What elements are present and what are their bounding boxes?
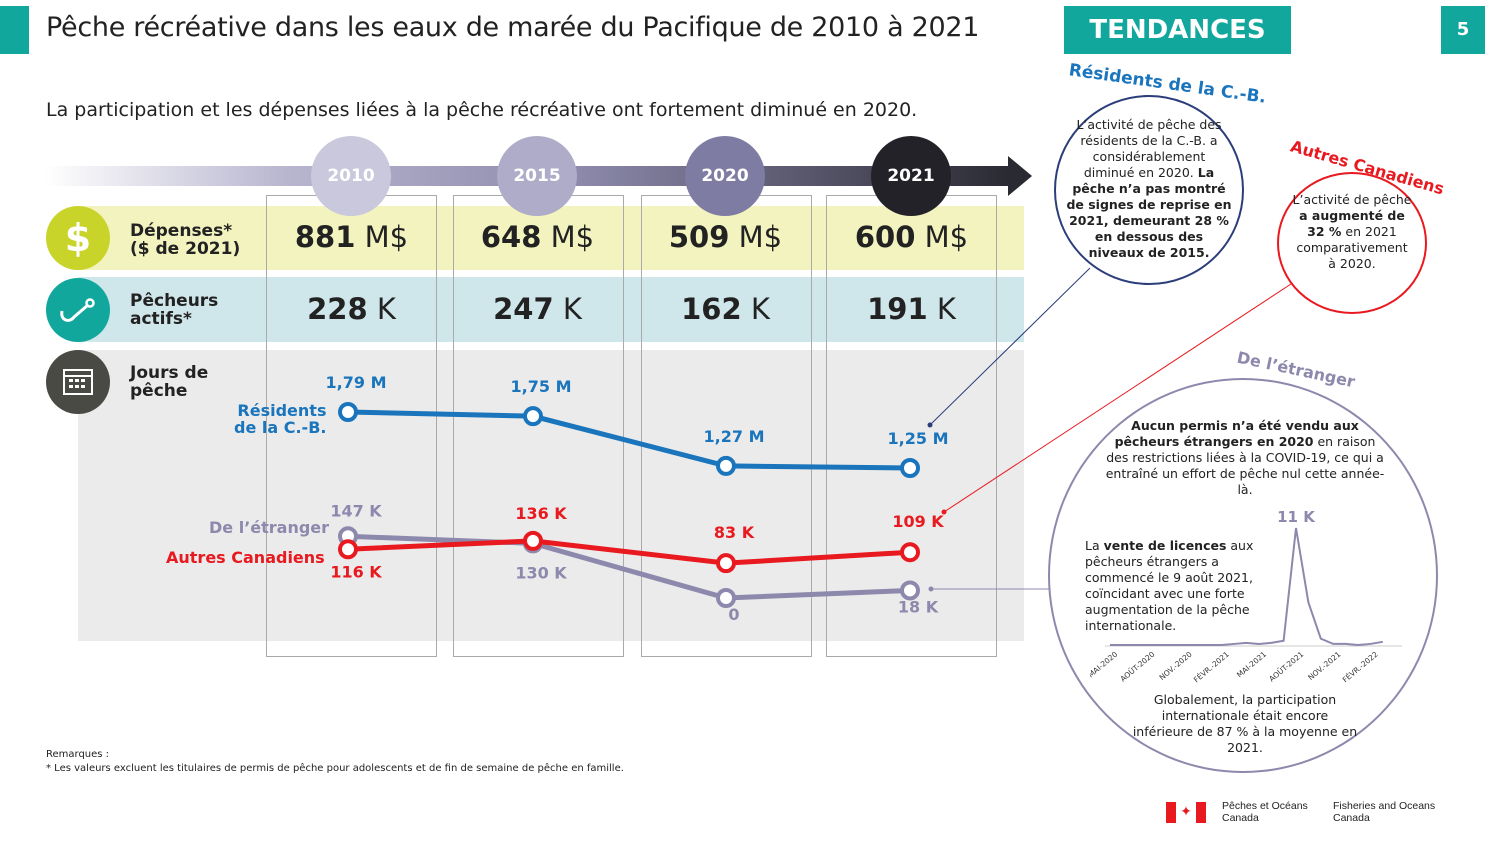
- year-badge: 2021: [871, 136, 951, 216]
- footer-en: Fisheries and Oceans Canada: [1333, 800, 1436, 824]
- spend-label: Dépenses* ($ de 2021): [130, 221, 241, 259]
- page-title: Pêche récréative dans les eaux de marée …: [46, 12, 980, 43]
- data-label: 147 K: [330, 501, 382, 520]
- peak-label: 11 K: [1277, 508, 1316, 526]
- anglers-value: 228 K: [307, 292, 396, 326]
- x-tick-label: NOV.-2021: [1306, 649, 1342, 682]
- data-label: 83 K: [714, 523, 755, 542]
- data-label: 0: [728, 605, 739, 624]
- data-point: [338, 539, 358, 560]
- spend-value: 509 M$: [668, 220, 783, 254]
- data-point: [900, 542, 920, 563]
- series-label-other: Autres Canadiens: [166, 548, 325, 567]
- series-line: [347, 538, 911, 566]
- x-tick-label: MAI-2020: [1090, 649, 1119, 679]
- notes-title: Remarques :: [46, 749, 110, 760]
- bubble-other: L’activité de pêche a augmenté de 32 % e…: [1277, 172, 1427, 314]
- year-badge: 2010: [311, 136, 391, 216]
- data-point: [900, 580, 920, 601]
- series-label-bc: Résidents de la C.-B.: [234, 401, 327, 437]
- anglers-value: 247 K: [493, 292, 582, 326]
- series-line: [347, 409, 911, 471]
- anglers-row: [78, 277, 1024, 342]
- anglers-value: 162 K: [681, 292, 770, 326]
- data-label: 1,75 M: [511, 377, 572, 396]
- data-point: [716, 553, 736, 574]
- bubble-foreign: Aucun permis n’a été vendu aux pêcheurs …: [1048, 378, 1438, 773]
- data-point: [716, 588, 736, 608]
- series-label-foreign: De l’étranger: [209, 518, 330, 537]
- x-tick-label: FÉVR.-2021: [1192, 649, 1231, 684]
- dollar-icon: $: [46, 206, 110, 270]
- page-number: 5: [1441, 6, 1485, 54]
- accent-bar: [0, 6, 29, 54]
- data-point: [523, 530, 543, 551]
- data-label: 109 K: [892, 512, 944, 531]
- data-label: 130 K: [515, 563, 567, 582]
- x-tick-label: FÉVR.-2022: [1341, 649, 1380, 684]
- days-label: Jours de pêche: [130, 363, 209, 401]
- bubble-bc: L’activité de pêche des résidents de la …: [1054, 95, 1244, 285]
- notes-text: * Les valeurs excluent les titulaires de…: [46, 763, 624, 774]
- series-line: [1110, 527, 1383, 647]
- anglers-label: Pêcheurs actifs*: [130, 291, 219, 329]
- data-label: 136 K: [515, 504, 567, 523]
- year-badge: 2015: [497, 136, 577, 216]
- spend-row: [78, 206, 1024, 270]
- data-point: [900, 457, 920, 478]
- x-tick-label: AOÛT-2021: [1267, 649, 1305, 683]
- connector-bc: [929, 267, 1091, 426]
- data-label: 116 K: [330, 562, 382, 581]
- data-point: [523, 406, 543, 427]
- data-label: 1,25 M: [888, 429, 949, 448]
- anglers-value: 191 K: [867, 292, 956, 326]
- section-tag: TENDANCES: [1064, 6, 1291, 54]
- series-line: [347, 533, 911, 601]
- data-label: 18 K: [898, 597, 939, 616]
- x-tick-label: MAI-2021: [1235, 649, 1268, 679]
- footer-fr: Pêches et Océans Canada: [1222, 800, 1308, 824]
- timeline-arrow-icon: [1008, 156, 1032, 196]
- data-point: [338, 402, 358, 422]
- data-label: 1,27 M: [704, 427, 765, 446]
- spend-value: 881 M$: [294, 220, 409, 254]
- year-badge: 2020: [685, 136, 765, 216]
- connector-other: [943, 281, 1295, 513]
- data-label: 1,79 M: [326, 373, 387, 392]
- spend-value: 600 M$: [854, 220, 969, 254]
- x-tick-label: AOÛT-2020: [1118, 649, 1156, 683]
- data-point: [716, 455, 736, 476]
- subtitle: La participation et les dépenses liées à…: [46, 99, 918, 121]
- calendar-icon: [46, 350, 110, 414]
- spend-value: 648 M$: [480, 220, 595, 254]
- x-tick-label: NOV.-2020: [1157, 649, 1193, 682]
- foreign-monthly-chart: 11 K MAI-2020 AOÛT-2020 NOV.-2020FÉVR.-2021…: [1090, 508, 1402, 684]
- fishing-hook-icon: [46, 278, 110, 342]
- canada-flag-icon: ✦: [1166, 802, 1206, 823]
